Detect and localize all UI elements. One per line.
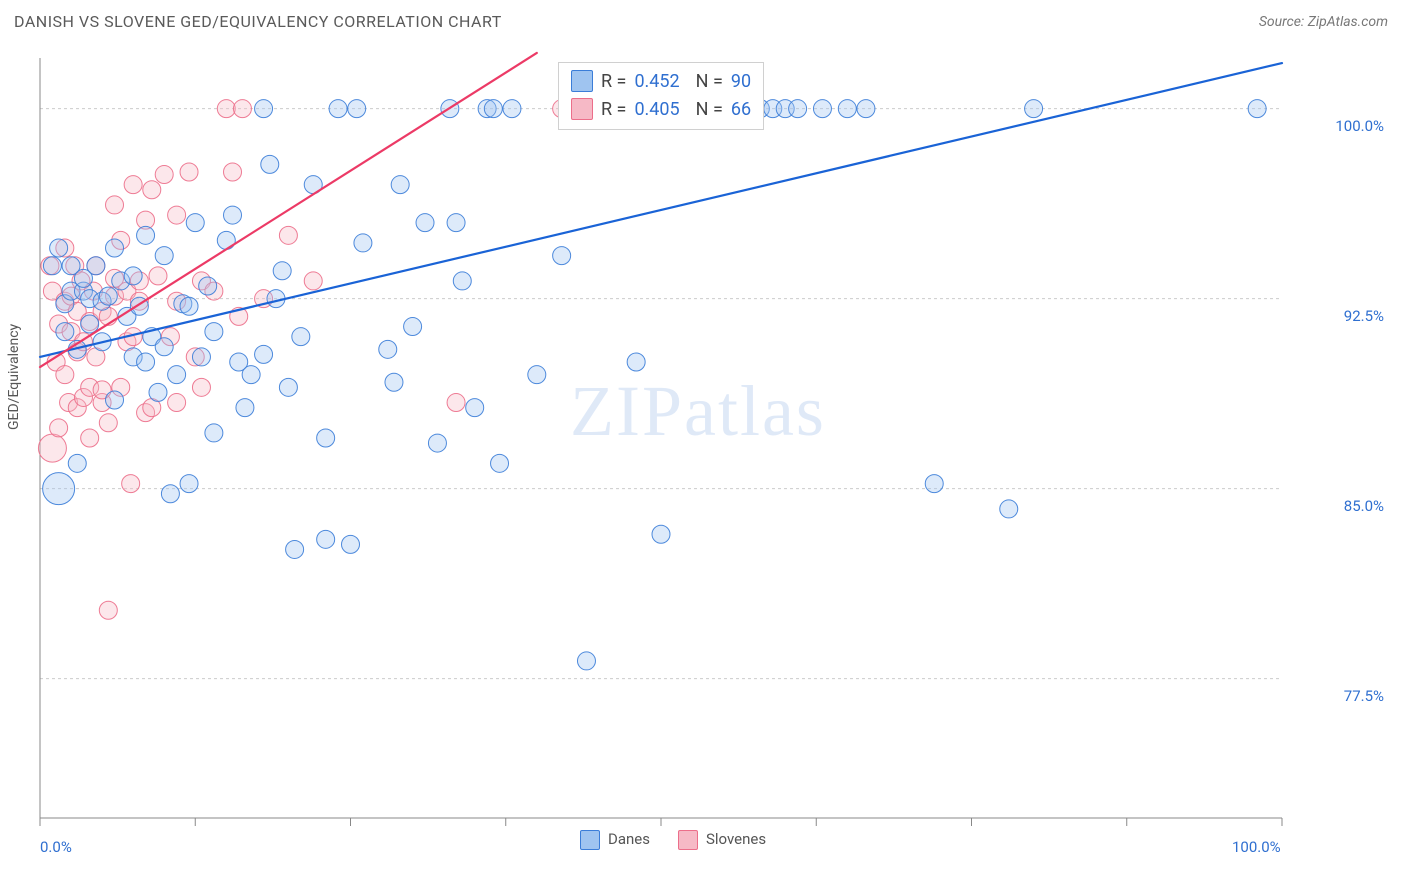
x-tick-label: 100.0% — [1232, 838, 1281, 856]
chart-legend: Danes Slovenes — [580, 830, 766, 850]
watermark: ZIPatlas — [570, 370, 826, 453]
legend-swatch — [678, 830, 698, 850]
legend-swatch — [580, 830, 600, 850]
correlation-stats-box: R = 0.452N = 90R = 0.405N = 66 — [558, 62, 764, 130]
y-tick-label: 92.5% — [1344, 307, 1384, 325]
stats-row: R = 0.405N = 66 — [571, 95, 751, 123]
series-swatch — [571, 70, 593, 92]
y-tick-label: 100.0% — [1335, 117, 1384, 135]
y-tick-label: 77.5% — [1344, 687, 1384, 705]
x-tick-label: 0.0% — [40, 838, 72, 856]
series-swatch — [571, 98, 593, 120]
stats-row: R = 0.452N = 90 — [571, 67, 751, 95]
y-tick-label: 85.0% — [1344, 497, 1384, 515]
legend-item: Slovenes — [678, 830, 766, 850]
legend-item: Danes — [580, 830, 650, 850]
